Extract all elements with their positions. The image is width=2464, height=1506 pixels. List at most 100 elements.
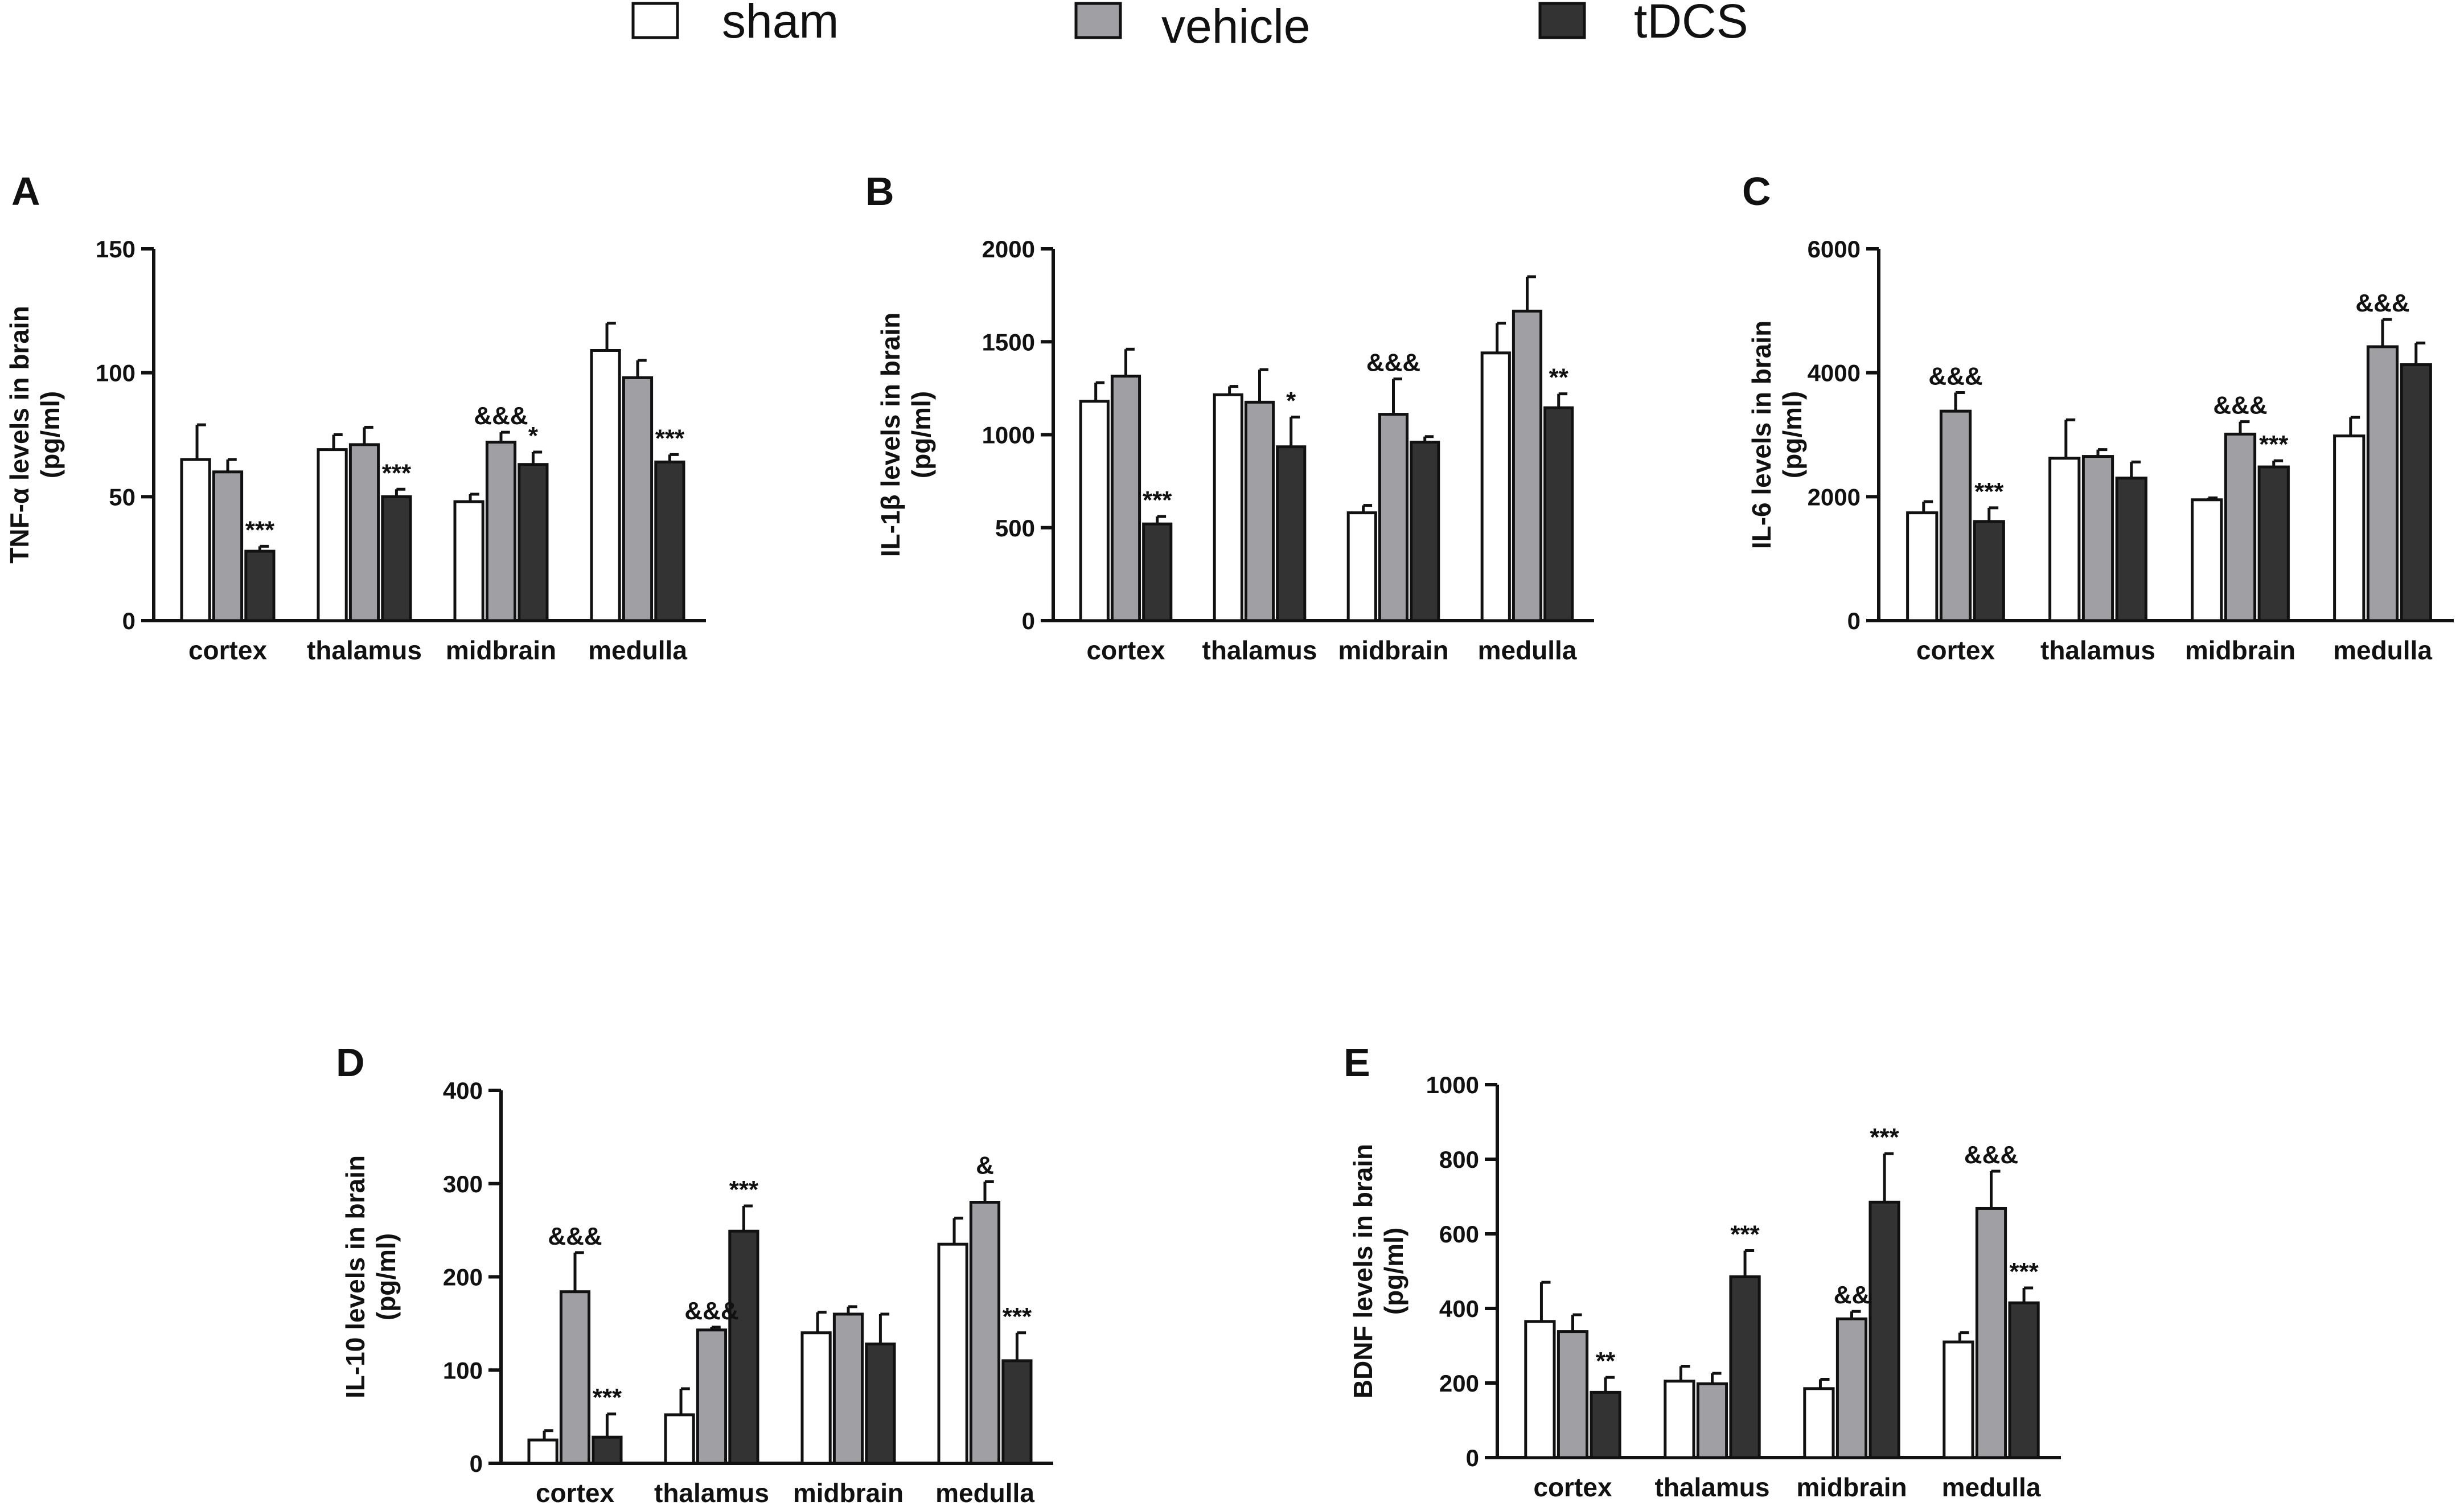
y-tick-label: 500 <box>995 515 1035 541</box>
significance-label: &&& <box>548 1222 602 1250</box>
significance-label: *** <box>2009 1258 2039 1286</box>
bar-vehicle-midbrain <box>1378 413 1409 622</box>
bar-vehicle-cortex <box>1557 1330 1589 1459</box>
significance-label: &&& <box>2213 392 2267 420</box>
y-tick-label: 100 <box>443 1357 483 1384</box>
legend-label-vehicle: vehicle <box>1161 0 1310 53</box>
bar-vehicle-thalamus <box>2081 455 2114 622</box>
bar-tdcs-cortex <box>244 549 276 622</box>
bar-sham-medulla <box>590 348 621 622</box>
category-label: thalamus <box>1202 635 1317 665</box>
bar-tdcs-thalamus <box>2115 477 2147 622</box>
category-label: medulla <box>588 635 687 665</box>
y-axis-label-line: (pg/ml) <box>1379 1228 1408 1315</box>
y-tick-label: 300 <box>443 1171 483 1197</box>
y-tick-label: 200 <box>1439 1370 1479 1397</box>
y-tick-label: 1000 <box>1426 1072 1479 1098</box>
panel-b: B 0 500 1000 1500 2000 IL-1β levels in brain(p… <box>865 169 1594 665</box>
bar-tdcs-midbrain <box>518 463 549 622</box>
bar-vehicle-midbrain <box>1835 1317 1868 1459</box>
category-label: midbrain <box>446 635 556 665</box>
bar-vehicle-medulla <box>622 376 654 622</box>
bar-tdcs-medulla <box>1001 1359 1033 1465</box>
bar-vehicle-midbrain <box>832 1312 864 1465</box>
bar-tdcs-cortex <box>1973 520 2005 622</box>
y-tick-label: 400 <box>1439 1295 1479 1322</box>
bar-sham-medulla <box>1480 351 1511 622</box>
bar-vehicle-thalamus <box>348 443 380 622</box>
y-tick-label: 0 <box>1022 608 1035 634</box>
panel-letter: B <box>865 169 894 214</box>
y-tick-label: 0 <box>1466 1445 1479 1471</box>
y-tick-label: 2000 <box>1808 483 1861 510</box>
y-tick-label: 150 <box>96 236 135 262</box>
bar-tdcs-thalamus <box>1729 1275 1761 1459</box>
bar-sham-thalamus <box>2048 457 2081 622</box>
y-axis-label: IL-10 levels in brain(pg/ml) <box>340 1155 401 1398</box>
bar-sham-midbrain <box>1346 511 1377 622</box>
bar-tdcs-thalamus <box>1276 445 1307 622</box>
bar-tdcs-cortex <box>1590 1390 1621 1459</box>
significance-label: * <box>1286 387 1296 415</box>
legend-label-tdcs: tDCS <box>1634 0 1748 48</box>
y-tick-label: 600 <box>1439 1221 1479 1248</box>
bar-vehicle-midbrain <box>485 441 517 622</box>
category-label: midbrain <box>1338 635 1448 665</box>
bar-tdcs-cortex <box>1142 522 1173 622</box>
category-label: cortex <box>1086 635 1165 665</box>
significance-label: &&& <box>1964 1141 2018 1169</box>
significance-label: ** <box>1596 1347 1616 1375</box>
significance-label: *** <box>2259 430 2289 458</box>
significance-label: *** <box>1143 486 1172 514</box>
category-label: midbrain <box>2185 635 2295 665</box>
bar-sham-thalamus <box>317 448 348 622</box>
category-label: thalamus <box>654 1478 769 1506</box>
bar-vehicle-thalamus <box>696 1328 728 1465</box>
category-label: medulla <box>1478 635 1577 665</box>
bar-sham-midbrain <box>453 500 484 622</box>
bar-sham-cortex <box>1906 511 1939 622</box>
bar-vehicle-thalamus <box>1244 400 1275 622</box>
significance-label: *** <box>245 516 275 544</box>
y-axis-label-line: TNF-α levels in brain <box>5 306 34 564</box>
legend-swatch-sham <box>631 2 679 39</box>
y-tick-label: 0 <box>470 1450 483 1477</box>
bar-sham-midbrain <box>800 1331 832 1465</box>
significance-label: *** <box>729 1176 759 1204</box>
y-tick-label: 800 <box>1439 1146 1479 1173</box>
y-tick-label: 1000 <box>982 422 1035 449</box>
bar-sham-thalamus <box>1213 393 1243 622</box>
bar-tdcs-medulla <box>654 460 685 622</box>
bar-vehicle-medulla <box>1975 1207 2007 1459</box>
bar-vehicle-thalamus <box>1696 1382 1728 1459</box>
bar-sham-cortex <box>1524 1320 1556 1459</box>
significance-label: &&& <box>2355 289 2409 317</box>
bar-tdcs-medulla <box>2400 363 2432 622</box>
bar-vehicle-medulla <box>969 1201 1001 1465</box>
bar-sham-cortex <box>527 1438 558 1465</box>
bar-sham-midbrain <box>2191 498 2223 622</box>
y-tick-label: 1500 <box>982 329 1035 355</box>
significance-label: *** <box>1870 1123 1899 1151</box>
y-axis-label-line: BDNF levels in brain <box>1348 1144 1378 1398</box>
category-label: cortex <box>188 635 267 665</box>
y-axis-label-line: (pg/ml) <box>906 391 936 478</box>
y-axis-label: BDNF levels in brain(pg/ml) <box>1348 1144 1408 1398</box>
y-axis-label-line: IL-6 levels in brain <box>1747 321 1776 549</box>
y-tick-label: 0 <box>122 608 135 634</box>
bar-vehicle-cortex <box>1110 375 1141 622</box>
y-axis-label-line: (pg/ml) <box>371 1233 401 1320</box>
bar-sham-cortex <box>180 458 211 622</box>
bar-tdcs-thalamus <box>728 1229 759 1465</box>
legend: sham vehicle tDCS <box>631 0 1748 53</box>
y-tick-label: 50 <box>109 483 135 510</box>
y-tick-label: 400 <box>443 1077 483 1104</box>
significance-label: &&& <box>474 402 528 430</box>
y-tick-label: 0 <box>1847 608 1861 634</box>
bar-vehicle-medulla <box>2366 345 2399 622</box>
bar-sham-medulla <box>937 1242 968 1465</box>
y-axis-label-line: IL-10 levels in brain <box>340 1155 370 1398</box>
significance-label: * <box>528 422 539 450</box>
legend-swatch-tdcs <box>1538 2 1586 39</box>
